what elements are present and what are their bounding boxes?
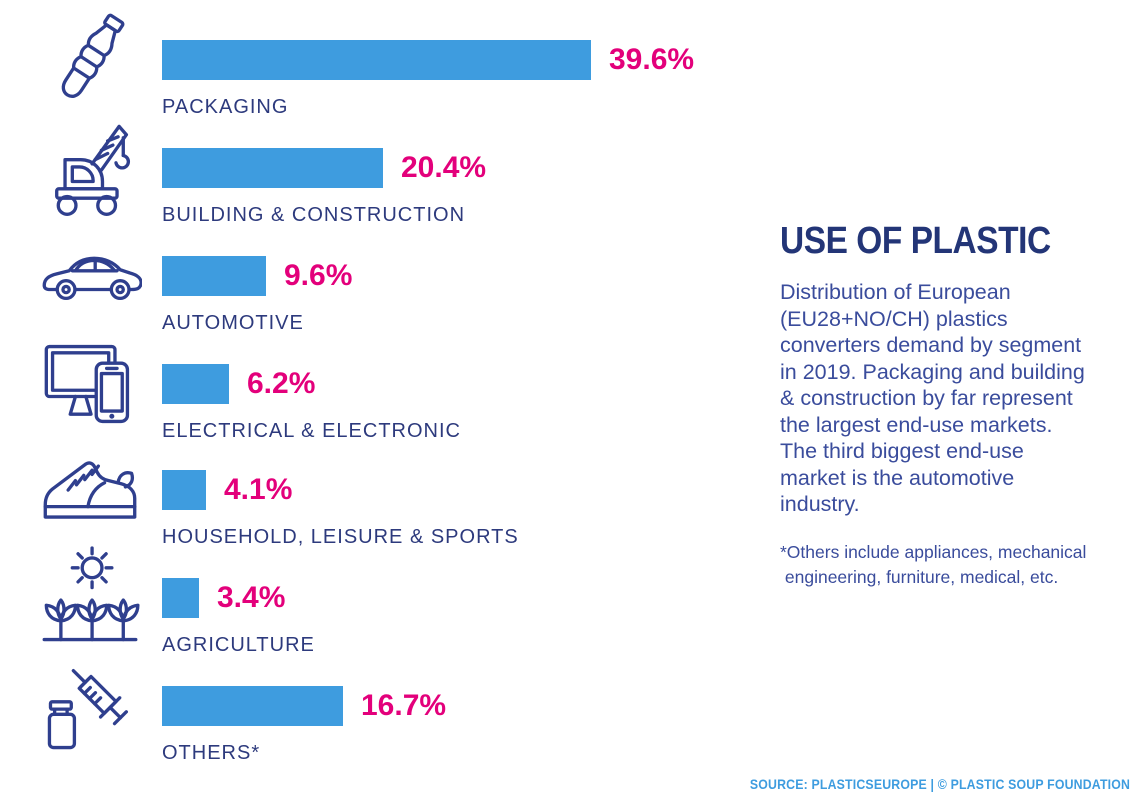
footnote-text: *Others include appliances, mechanical e… [780, 541, 1087, 587]
info-panel: USE OF PLASTIC Distribution of European … [780, 220, 1130, 590]
sun-and-plants-icon [34, 546, 146, 650]
description-text: Distribution of European (EU28+NO/CH) pl… [780, 280, 1085, 516]
page-title: USE OF PLASTIC [780, 220, 1051, 262]
category-label-automotive: AUTOMOTIVE [162, 312, 304, 334]
category-label-packaging: PACKAGING [162, 96, 289, 118]
bar-household [162, 470, 206, 510]
construction-crane-icon [34, 116, 146, 220]
value-label-household: 4.1% [224, 473, 293, 506]
bar-line: 16.7% [162, 686, 446, 726]
bar-line: 6.2% [162, 364, 315, 404]
bar-line: 20.4% [162, 148, 486, 188]
sneaker-icon [34, 438, 146, 542]
value-label-building: 20.4% [401, 151, 487, 184]
value-label-automotive: 9.6% [284, 259, 353, 292]
category-label-agriculture: AGRICULTURE [162, 634, 315, 656]
value-label-others: 16.7% [361, 689, 447, 722]
bar-line: 3.4% [162, 578, 285, 618]
source-prefix: SOURCE: PLASTICSEUROPE | © [749, 776, 951, 792]
value-label-agriculture: 3.4% [217, 581, 286, 614]
value-label-electrical: 6.2% [247, 367, 316, 400]
bar-others [162, 686, 343, 726]
bar-packaging [162, 40, 591, 80]
category-label-others: OTHERS* [162, 742, 261, 764]
bar-automotive [162, 256, 266, 296]
source-attribution: SOURCE: PLASTICSEUROPE | © PLASTIC SOUP … [750, 776, 1130, 792]
bar-line: 9.6% [162, 256, 352, 296]
bar-line: 4.1% [162, 470, 292, 510]
value-label-packaging: 39.6% [609, 43, 695, 76]
category-label-building: BUILDING & CONSTRUCTION [162, 204, 466, 226]
category-label-household: HOUSEHOLD, LEISURE & SPORTS [162, 526, 519, 548]
plastic-bottle-icon [34, 8, 146, 112]
bar-electrical [162, 364, 229, 404]
car-icon [34, 224, 146, 328]
bar-line: 39.6% [162, 40, 694, 80]
source-organization: PLASTIC SOUP FOUNDATION [950, 776, 1130, 792]
bar-agriculture [162, 578, 199, 618]
bar-building [162, 148, 383, 188]
syringe-and-vial-icon [34, 654, 146, 758]
monitor-and-phone-icon [34, 332, 146, 436]
category-label-electrical: ELECTRICAL & ELECTRONIC [162, 420, 461, 442]
